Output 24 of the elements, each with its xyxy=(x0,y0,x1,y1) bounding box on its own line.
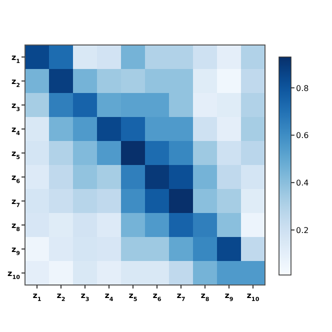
color-bar-label: 0.4 xyxy=(296,178,309,188)
y-tick-label: z$_{6}$ xyxy=(11,173,20,185)
color-bar-label: 0.2 xyxy=(296,226,309,235)
x-tick-label: z$_{8}$ xyxy=(200,291,210,303)
y-tick-label: z$_{4}$ xyxy=(11,125,20,137)
y-tick-label: z$_{3}$ xyxy=(11,101,20,113)
y-tick-label: z$_{8}$ xyxy=(11,221,20,233)
color-bar-label: 0.6 xyxy=(296,131,309,140)
x-tick-label: z$_{6}$ xyxy=(152,291,162,303)
y-tick-label: z$_{5}$ xyxy=(11,149,20,161)
y-tick-label: z$_{2}$ xyxy=(11,77,20,89)
x-tick-label: z$_{2}$ xyxy=(56,291,66,303)
y-tick-label: z$_{10}$ xyxy=(8,269,20,281)
x-tick-label: z$_{4}$ xyxy=(104,291,114,303)
y-tick-label: z$_{9}$ xyxy=(11,245,20,257)
x-tick-label: z$_{10}$ xyxy=(246,291,260,303)
x-tick-label: z$_{7}$ xyxy=(176,291,186,303)
x-tick-label: z$_{3}$ xyxy=(80,291,90,303)
color-bar-label: 0.8 xyxy=(296,84,309,93)
x-tick-label: z$_{1}$ xyxy=(32,291,42,303)
x-tick-label: z$_{9}$ xyxy=(224,291,234,303)
y-tick-label: z$_{1}$ xyxy=(11,53,20,65)
x-tick-label: z$_{5}$ xyxy=(128,291,138,303)
y-tick-label: z$_{7}$ xyxy=(11,197,20,209)
